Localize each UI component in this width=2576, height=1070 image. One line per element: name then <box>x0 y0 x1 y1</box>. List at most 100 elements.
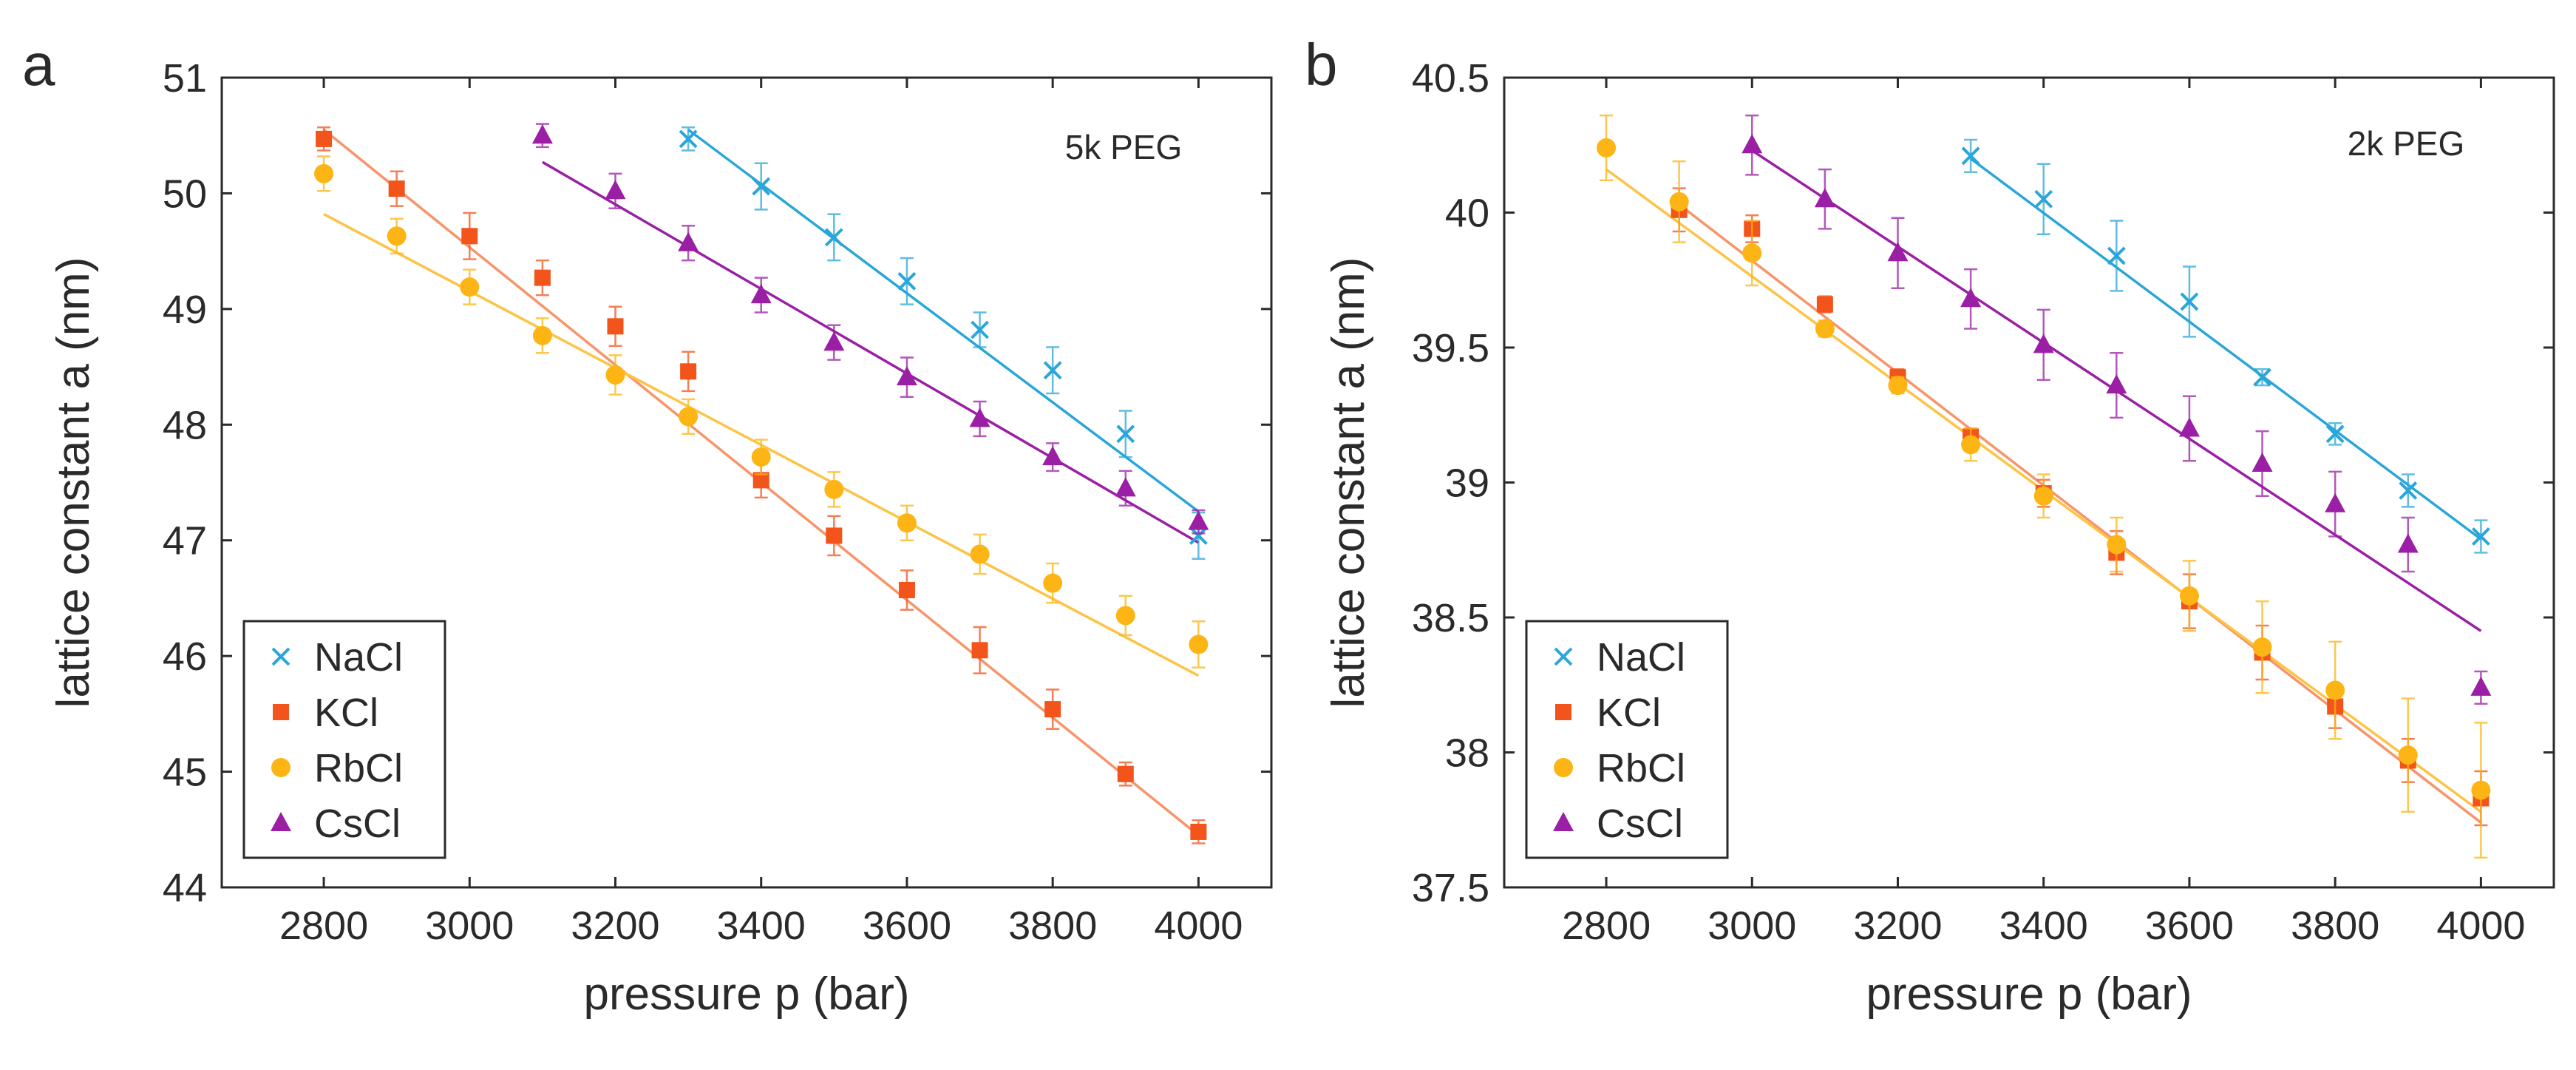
y-tick-label: 40 <box>1445 192 1489 236</box>
data-point-cscl <box>1188 510 1209 530</box>
data-point-cscl <box>750 284 772 304</box>
data-point-nacl <box>752 177 771 196</box>
legend-label-cscl: CsCl <box>1597 802 1683 846</box>
x-tick-label: 3200 <box>1853 904 1942 948</box>
x-tick-label: 3800 <box>1008 904 1097 948</box>
fit-line-kcl <box>1678 203 2482 824</box>
x-tick-label: 3000 <box>1707 904 1796 948</box>
data-point-cscl <box>2178 417 2200 437</box>
legend: NaCl KCl RbCl CsCl <box>242 620 446 859</box>
data-point-cscl <box>1887 242 1909 262</box>
data-point-nacl-stroke-b <box>1116 424 1135 444</box>
data-point-nacl-stroke-b <box>752 177 771 196</box>
x-tick-label: 2800 <box>1562 904 1651 948</box>
data-point-nacl-stroke-b <box>2034 189 2053 209</box>
data-point-nacl-stroke-b <box>897 271 917 291</box>
data-point-nacl <box>2471 527 2490 546</box>
y-tick-label: 38 <box>1445 731 1489 776</box>
data-point-nacl-stroke-b <box>2107 246 2126 265</box>
legend-label-kcl: KCl <box>1597 691 1661 735</box>
legend-marker-nacl <box>1554 647 1573 666</box>
data-point-rbcl <box>460 277 480 297</box>
data-point-nacl <box>1116 424 1135 444</box>
fit-line-nacl <box>1970 158 2482 541</box>
data-point-nacl-stroke-b <box>2180 292 2199 311</box>
data-point-rbcl <box>1043 573 1063 593</box>
legend-marker-kcl <box>1555 704 1571 720</box>
y-tick-label: 49 <box>163 288 207 332</box>
data-point-nacl-stroke-b <box>1043 361 1062 380</box>
data-point-kcl <box>316 130 333 147</box>
data-point-kcl <box>461 228 478 245</box>
data-point-cscl <box>2397 533 2419 553</box>
legend-label-kcl: KCl <box>314 691 378 735</box>
y-tick-label: 39 <box>1445 461 1489 506</box>
data-point-nacl <box>1961 146 1980 166</box>
legend-label-nacl: NaCl <box>314 635 403 680</box>
data-point-cscl <box>2325 492 2346 512</box>
data-point-rbcl <box>824 479 844 499</box>
data-point-nacl-stroke-b <box>971 320 989 339</box>
legend-marker-cscl <box>271 812 291 831</box>
data-point-kcl <box>826 527 843 544</box>
x-tick-label: 4000 <box>1154 904 1243 948</box>
data-point-rbcl <box>2252 637 2272 657</box>
data-point-cscl <box>823 331 845 351</box>
data-point-nacl <box>824 228 843 247</box>
data-point-rbcl <box>1597 138 1617 158</box>
data-point-nacl <box>679 129 698 149</box>
data-point-rbcl <box>387 226 407 246</box>
data-point-rbcl <box>1115 606 1135 626</box>
legend-marker-nacl-stroke-b <box>271 647 290 666</box>
x-tick-label: 3600 <box>2145 904 2234 948</box>
data-point-rbcl <box>2179 586 2199 606</box>
data-point-cscl <box>2033 333 2054 353</box>
legend-marker-nacl-stroke-b <box>1554 647 1573 666</box>
x-tick-label: 3600 <box>863 904 951 948</box>
data-point-nacl <box>1043 361 1062 380</box>
y-tick-label: 46 <box>163 634 207 679</box>
y-tick-label: 38.5 <box>1412 596 1489 640</box>
panel-b: b 2800 3000 3200 3400 3600 3800 4000 37.5 38 38.5 3… <box>1305 32 2555 1020</box>
x-axis-label: pressure p (bar) <box>583 969 909 1020</box>
y-tick-label: 40.5 <box>1412 56 1489 101</box>
data-point-rbcl <box>605 365 625 385</box>
data-point-kcl <box>971 642 988 659</box>
data-point-rbcl <box>1888 376 1908 396</box>
data-point-rbcl <box>679 407 699 427</box>
data-point-nacl-stroke-b <box>1961 146 1980 166</box>
legend-marker-rbcl <box>1554 758 1573 777</box>
data-point-cscl <box>1741 134 1763 154</box>
data-point-kcl <box>898 581 915 598</box>
data-point-nacl <box>1189 526 1208 545</box>
data-point-cscl <box>1814 188 1835 208</box>
data-point-rbcl <box>1669 192 1689 211</box>
data-point-rbcl <box>2471 780 2491 800</box>
data-point-rbcl <box>2398 745 2418 765</box>
plot-frame <box>220 76 1273 889</box>
data-point-nacl-stroke-b <box>679 129 698 149</box>
data-point-nacl <box>971 320 989 339</box>
legend-label-nacl: NaCl <box>1597 635 1685 680</box>
data-point-cscl <box>531 124 553 144</box>
data-point-nacl <box>2253 368 2271 387</box>
data-point-nacl <box>2325 424 2345 444</box>
data-point-rbcl <box>532 325 552 345</box>
x-tick-label: 3400 <box>717 904 806 948</box>
data-point-rbcl <box>2325 680 2345 700</box>
data-point-cscl <box>2252 452 2273 472</box>
y-tick-label: 44 <box>163 866 207 910</box>
data-point-rbcl <box>314 163 334 183</box>
y-tick-label: 45 <box>163 751 207 795</box>
data-point-nacl-stroke-b <box>2471 527 2490 546</box>
data-point-rbcl <box>2107 535 2127 555</box>
x-tick-label: 3200 <box>571 904 659 948</box>
y-tick-label: 48 <box>163 403 207 447</box>
data-point-kcl <box>1190 823 1207 840</box>
data-point-nacl <box>2107 246 2126 265</box>
data-point-nacl-stroke-b <box>2325 424 2345 444</box>
x-tick-label: 3400 <box>1999 904 2088 948</box>
panel-letter: b <box>1305 32 1338 98</box>
data-point-rbcl <box>751 447 771 467</box>
